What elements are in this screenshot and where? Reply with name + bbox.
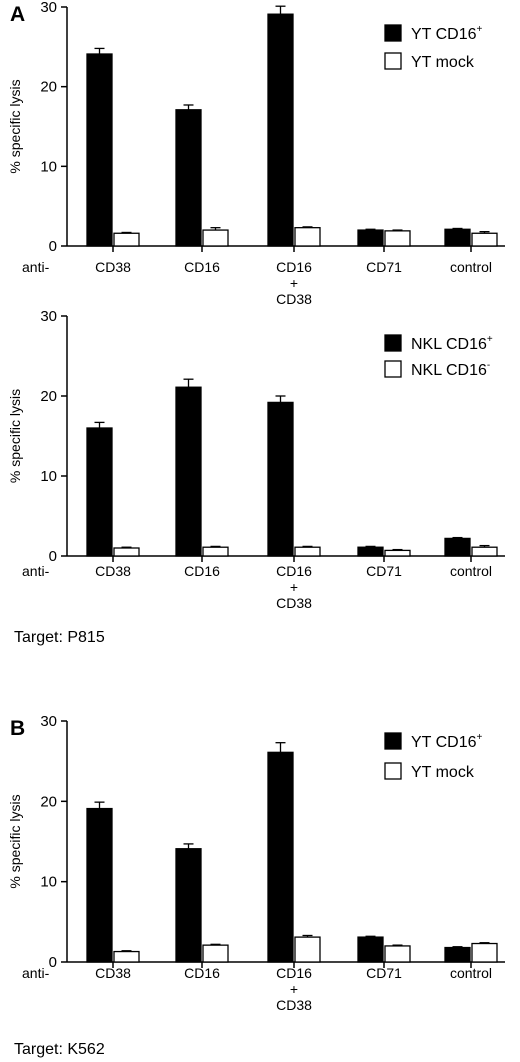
bar-open [471,942,498,963]
y-tick-label: 20 [40,388,57,405]
x-tick-label: CD71 [366,965,402,981]
y-tick-label: 0 [49,238,57,255]
legend-entry-superscript: - [487,360,490,371]
bar-filled [357,229,384,247]
x-tick-label: control [450,965,492,981]
bar-open [294,936,321,963]
legend-swatch [384,762,402,780]
legend-entry-text: NKL CD16 [411,336,487,353]
target-label: Target: P815 [14,629,105,646]
category-prefix-label: anti- [22,965,50,981]
y-tick-label: 20 [40,79,57,96]
bar-filled [444,228,471,247]
x-tick-label: CD16 [184,259,220,275]
y-tick-label: 20 [40,793,57,810]
legend-entry-superscript: + [477,24,483,35]
x-tick-label: CD71 [366,563,402,579]
y-tick-label: 30 [40,713,57,730]
bar-open [113,547,140,557]
x-tick-label: CD16 [276,965,312,981]
legend-swatch [384,52,402,70]
y-tick-label: 30 [40,0,57,16]
x-tick-label: CD38 [276,595,312,611]
bar-filled [86,53,113,247]
legend-swatch [384,24,402,42]
x-tick-label: CD16 [276,259,312,275]
bar-open [113,232,140,247]
bar-open [113,950,140,963]
bar-filled [357,546,384,557]
panel-letter: B [10,717,25,740]
bar-filled [86,427,113,557]
bar-filled [175,386,202,557]
bar-filled [175,109,202,247]
x-tick-label: + [290,981,298,997]
legend-entry: YT CD16+ [411,24,483,43]
y-tick-label: 0 [49,954,57,971]
bar-open [202,229,229,247]
x-tick-label: control [450,563,492,579]
legend-entry: YT CD16+ [411,732,483,751]
bar-open [294,546,321,557]
x-tick-label: + [290,579,298,595]
x-tick-label: CD38 [95,259,131,275]
x-tick-label: CD38 [95,965,131,981]
legend-entry-superscript: + [487,334,493,345]
legend-swatch [384,334,402,352]
legend-entry: YT mock [411,54,475,71]
x-tick-label: CD71 [366,259,402,275]
x-tick-label: CD16 [276,563,312,579]
y-tick-label: 0 [49,548,57,565]
x-tick-label: CD16 [184,563,220,579]
y-tick-label: 30 [40,308,57,325]
bar-open [202,546,229,557]
legend-entry-text: YT mock [411,764,475,781]
bar-open [471,546,498,557]
x-tick-label: CD38 [276,997,312,1013]
bar-filled [444,537,471,557]
y-axis-label: % specific lysis [7,79,23,173]
bar-filled [267,751,294,963]
bar-filled [267,401,294,557]
y-tick-label: 10 [40,158,57,175]
y-axis-label: % specific lysis [7,794,23,888]
bar-open [202,944,229,963]
panel-letter: A [10,3,25,26]
bar-filled [357,936,384,963]
legend-entry-text: YT CD16 [411,734,477,751]
x-tick-label: CD16 [184,965,220,981]
x-tick-label: CD38 [95,563,131,579]
legend-swatch [384,360,402,378]
legend-entry-superscript: + [477,732,483,743]
legend-entry-text: NKL CD16 [411,362,487,379]
x-tick-label: control [450,259,492,275]
target-label: Target: K562 [14,1041,105,1058]
bar-filled [444,946,471,963]
bar-open [384,549,411,557]
bar-open [294,227,321,247]
y-tick-label: 10 [40,468,57,485]
x-tick-label: CD38 [276,291,312,307]
legend-entry-text: YT CD16 [411,26,477,43]
bar-filled [86,807,113,963]
bar-filled [175,848,202,963]
bar-filled [267,13,294,247]
legend-entry: YT mock [411,764,475,781]
legend-entry: NKL CD16- [411,360,490,379]
legend-swatch [384,732,402,750]
bar-open [384,945,411,963]
legend-entry-text: YT mock [411,54,475,71]
legend-entry: NKL CD16+ [411,334,493,353]
category-prefix-label: anti- [22,259,50,275]
y-axis-label: % specific lysis [7,389,23,483]
x-tick-label: + [290,275,298,291]
bar-open [384,230,411,247]
y-tick-label: 10 [40,874,57,891]
bar-open [471,232,498,247]
category-prefix-label: anti- [22,563,50,579]
